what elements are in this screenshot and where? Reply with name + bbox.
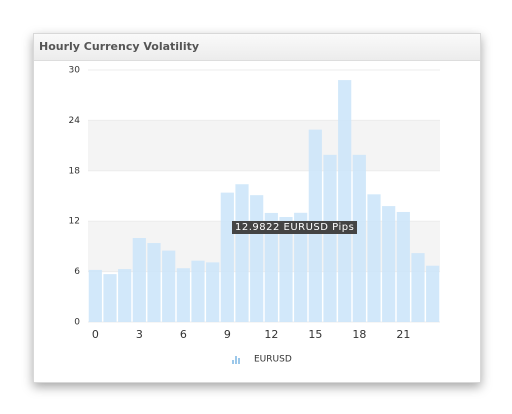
legend-label: EURUSD — [254, 355, 292, 365]
bar — [382, 206, 396, 322]
bar — [411, 253, 425, 322]
x-tick-label: 21 — [396, 328, 410, 341]
tooltip: 12.9822 EURUSD Pips — [232, 221, 358, 234]
bar — [132, 238, 146, 322]
panel-header: Hourly Currency Volatility — [34, 34, 480, 61]
bar — [162, 250, 176, 322]
y-tick-label: 12 — [69, 217, 80, 227]
grid-band — [88, 120, 440, 171]
bar — [323, 154, 337, 322]
bar — [147, 243, 161, 322]
chart-panel: Hourly Currency Volatility — [33, 33, 481, 383]
bar — [338, 80, 352, 322]
bar — [367, 194, 381, 322]
y-tick-label: 0 — [74, 318, 80, 328]
bar — [206, 262, 220, 322]
legend-icon — [235, 356, 237, 364]
bar — [220, 192, 234, 322]
x-tick-label: 0 — [92, 328, 99, 341]
legend-icon — [232, 360, 234, 364]
bar — [250, 195, 264, 322]
x-tick-label: 3 — [136, 328, 143, 341]
x-tick-label: 18 — [352, 328, 366, 341]
y-tick-label: 24 — [69, 116, 81, 126]
bar — [235, 184, 249, 322]
y-tick-label: 30 — [69, 66, 81, 76]
bar — [88, 269, 102, 322]
legend-icon — [238, 358, 240, 364]
bar — [118, 269, 132, 322]
bar — [294, 212, 308, 322]
x-tick-label: 12 — [264, 328, 278, 341]
x-tick-label: 9 — [224, 328, 231, 341]
chart-title: Hourly Currency Volatility — [39, 40, 200, 53]
y-tick-label: 18 — [69, 166, 81, 176]
bar — [264, 212, 278, 322]
bar — [279, 217, 293, 322]
y-tick-label: 6 — [74, 267, 80, 277]
x-tick-label: 6 — [180, 328, 187, 341]
bar — [103, 274, 117, 322]
bar — [396, 211, 410, 322]
bar — [426, 265, 440, 322]
x-tick-label: 15 — [308, 328, 322, 341]
bar — [191, 260, 205, 322]
bar — [352, 154, 366, 322]
bar — [176, 268, 190, 322]
